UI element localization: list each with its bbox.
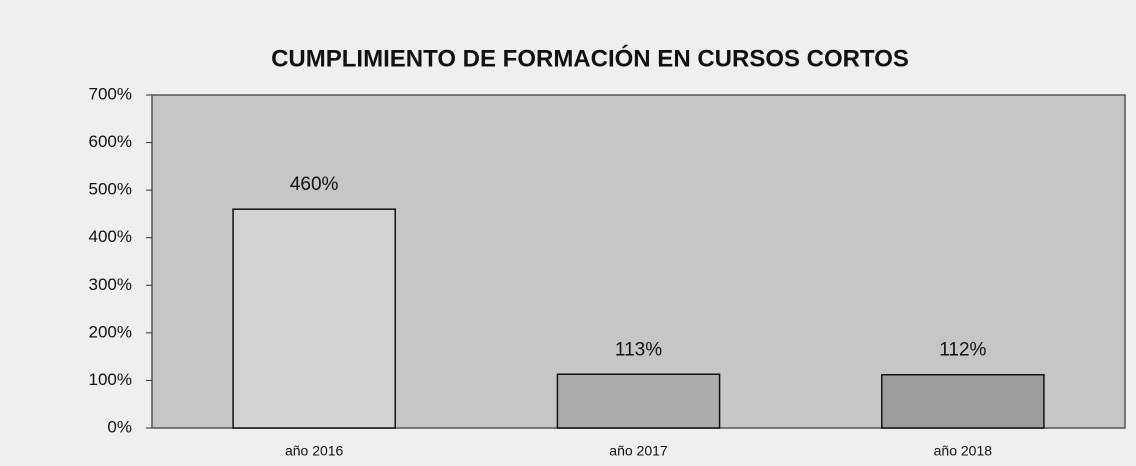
bar xyxy=(232,208,396,429)
x-tick-label: año 2018 xyxy=(934,443,993,459)
chart-title: CUMPLIMIENTO DE FORMACIÓN EN CURSOS CORT… xyxy=(271,44,909,72)
data-label: 112% xyxy=(939,340,986,361)
y-tick-label: 100% xyxy=(89,370,132,389)
y-tick-label: 700% xyxy=(89,84,132,103)
y-tick-label: 400% xyxy=(89,227,132,246)
data-label: 460% xyxy=(290,174,339,195)
y-tick-label: 300% xyxy=(89,275,132,294)
y-tick-label: 500% xyxy=(89,180,132,199)
bar xyxy=(881,373,1045,429)
y-tick-label: 600% xyxy=(89,132,132,151)
x-tick-label: año 2017 xyxy=(609,443,668,459)
bar xyxy=(556,373,721,429)
y-tick-label: 200% xyxy=(89,322,132,341)
data-label: 113% xyxy=(615,339,662,360)
x-tick-label: año 2016 xyxy=(285,443,344,459)
y-tick-label: 0% xyxy=(107,417,132,436)
